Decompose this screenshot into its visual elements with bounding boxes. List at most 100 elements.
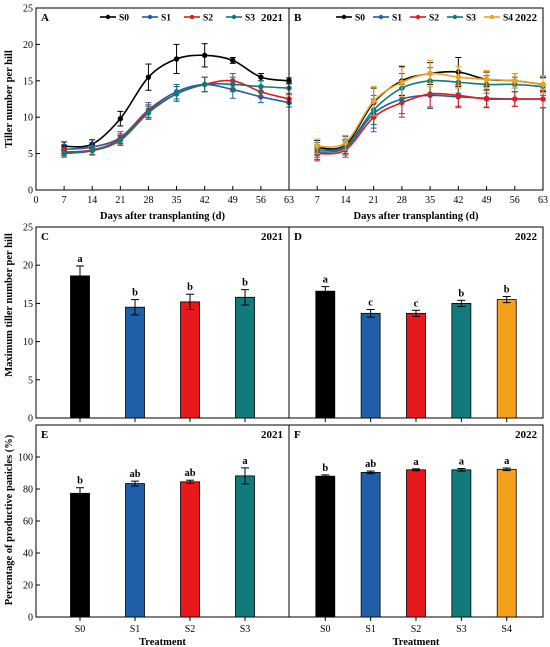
legend-label: S0 <box>119 14 129 24</box>
data-point <box>230 81 236 88</box>
significance-letter: c <box>368 298 373 309</box>
data-point <box>427 70 433 77</box>
y-tick-label: 5 <box>28 375 33 386</box>
y-tick-label: 20 <box>23 40 33 51</box>
year-label: 2021 <box>261 12 283 24</box>
significance-letter: a <box>459 457 465 468</box>
data-point <box>483 76 490 83</box>
panel-letter: E <box>41 429 48 441</box>
y-tick-label: 10 <box>23 113 33 124</box>
significance-letter: b <box>132 288 138 299</box>
data-point <box>314 143 320 150</box>
significance-letter: a <box>77 254 83 265</box>
bar-S4 <box>496 299 517 419</box>
x-tick-label: 35 <box>425 195 435 206</box>
legend-marker <box>105 14 111 20</box>
bar-S3 <box>235 475 255 618</box>
significance-letter: ab <box>184 468 195 479</box>
significance-letter: ab <box>365 459 376 470</box>
x-tick-label: 56 <box>510 195 520 206</box>
bar-S0 <box>70 492 90 618</box>
x-tick-label: S1 <box>365 624 376 635</box>
bar-S4 <box>496 468 517 618</box>
y-tick-label: 20 <box>23 581 33 592</box>
data-point <box>540 96 546 102</box>
data-point <box>201 52 208 59</box>
legend-marker <box>415 14 421 20</box>
data-point <box>89 147 95 154</box>
legend-label: S3 <box>466 14 476 24</box>
legend-marker <box>452 14 458 20</box>
y-tick-label: 10 <box>23 337 33 348</box>
data-point <box>145 74 152 80</box>
y-tick-label: 0 <box>28 613 33 624</box>
y-tick-label: 25 <box>23 4 33 15</box>
series-S4 <box>314 59 546 155</box>
data-point <box>540 81 546 88</box>
legend-label: S1 <box>392 14 402 24</box>
significance-letter: b <box>458 288 464 299</box>
bar-S3 <box>451 302 472 419</box>
y-tick-label: 0 <box>28 414 33 425</box>
year-label: 2022 <box>515 429 538 441</box>
panel-B: B 2022 7 14 21 28 35 42 49 56 63 Days after transpl… <box>288 7 548 222</box>
data-point <box>117 115 124 122</box>
x-tick-label: 42 <box>453 195 463 206</box>
legend-marker <box>489 14 495 20</box>
x-tick-label: 49 <box>482 195 492 206</box>
x-axis-label: Days after transplanting (d) <box>100 211 225 222</box>
legend-label: S4 <box>503 14 513 24</box>
data-point <box>117 137 124 144</box>
x-tick-label: 56 <box>256 195 266 206</box>
panel-letter: D <box>294 231 302 243</box>
bar-S1 <box>125 483 145 618</box>
significance-letter: b <box>504 285 510 296</box>
x-tick-label: 49 <box>228 195 238 206</box>
legend-marker <box>231 14 237 20</box>
legend-label: S2 <box>429 14 439 24</box>
data-point <box>230 57 236 64</box>
x-tick-label: S3 <box>240 624 251 635</box>
x-tick-label: 63 <box>538 195 548 206</box>
data-point <box>173 91 180 97</box>
y-axis-label: Maximum tiller number per hill <box>4 233 15 377</box>
x-tick-label: S2 <box>185 624 196 635</box>
legend-label: S3 <box>245 14 255 24</box>
data-point <box>201 81 208 88</box>
bar-S3 <box>235 296 255 419</box>
panel-letter: B <box>294 12 302 24</box>
significance-letter: b <box>77 476 83 487</box>
x-axis-label: Days after transplanting (d) <box>354 211 479 222</box>
x-tick-label: S2 <box>411 624 422 635</box>
y-tick-label: 80 <box>23 485 33 496</box>
x-tick-label: 35 <box>172 195 182 206</box>
legend-label: S1 <box>161 14 171 24</box>
x-tick-label: 14 <box>340 195 350 206</box>
y-tick-label: 100 <box>18 453 33 464</box>
panel-D: D 2022 a c c b b <box>288 226 544 422</box>
x-axis-label: Treatment <box>139 637 186 647</box>
year-label: 2021 <box>261 231 283 243</box>
bar-S2 <box>180 301 200 419</box>
x-tick-label: S0 <box>320 624 331 635</box>
data-point <box>455 92 462 99</box>
data-point <box>512 96 518 102</box>
legend-marker <box>147 14 153 20</box>
y-tick-label: 60 <box>23 517 33 528</box>
legend-label: S0 <box>355 14 365 24</box>
panel-C: C 2021 0 5 10 15 20 25 Maximum tiller number per… <box>4 223 290 425</box>
significance-letter: a <box>413 457 419 468</box>
significance-letter: ab <box>129 469 140 480</box>
bar-S2 <box>180 481 200 618</box>
x-tick-label: 0 <box>34 195 39 206</box>
significance-letter: a <box>504 456 510 467</box>
x-tick-label: 63 <box>284 195 294 206</box>
data-point <box>145 110 152 116</box>
legend-label: S2 <box>203 14 213 24</box>
significance-letter: b <box>322 463 328 474</box>
x-tick-label: 28 <box>397 195 407 206</box>
bar-S0 <box>315 475 336 618</box>
bar-S1 <box>360 471 381 618</box>
